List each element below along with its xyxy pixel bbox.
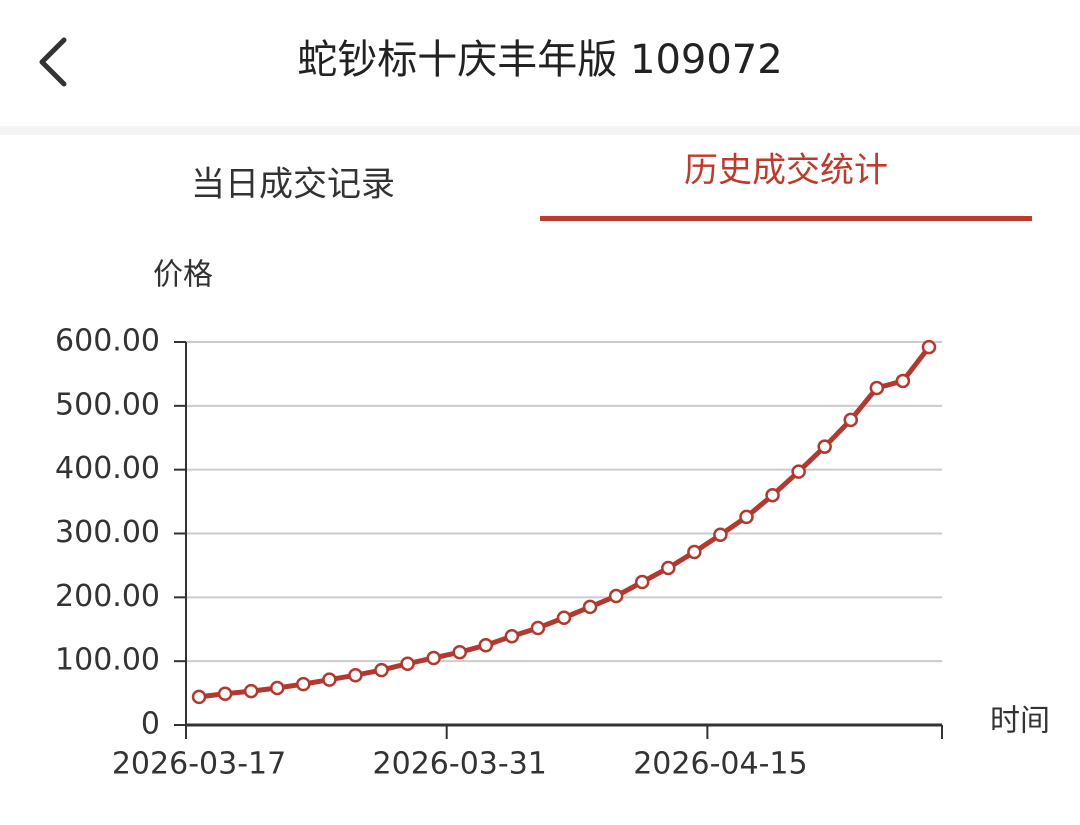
point xyxy=(322,672,337,687)
tab-underline xyxy=(540,216,1032,221)
point xyxy=(843,412,859,428)
point xyxy=(634,574,650,590)
x-axis-title: 时间 xyxy=(990,704,1050,739)
point xyxy=(191,689,207,705)
tab[interactable]: 当日成交记录 xyxy=(191,165,395,205)
point xyxy=(556,610,572,626)
point xyxy=(374,662,389,678)
x-tick-label: 2026-04-15 xyxy=(633,747,807,782)
point xyxy=(713,527,728,543)
point xyxy=(348,667,363,683)
y-tick-label: 300.00 xyxy=(55,515,160,550)
point xyxy=(608,588,624,604)
point xyxy=(869,380,885,396)
y-tick-label: 200.00 xyxy=(55,579,160,614)
point xyxy=(791,464,806,479)
point xyxy=(739,509,754,525)
point xyxy=(478,637,494,653)
back-button[interactable] xyxy=(39,37,67,87)
x-tick-label: 2026-03-17 xyxy=(112,747,286,782)
point xyxy=(765,487,780,503)
y-tick-label: 100.00 xyxy=(55,643,160,678)
point xyxy=(452,644,467,660)
point xyxy=(921,339,937,355)
y-tick-label: 0 xyxy=(141,707,160,742)
y-tick-label: 600.00 xyxy=(55,324,160,359)
point xyxy=(817,439,832,454)
x-tick-label: 2026-03-31 xyxy=(373,747,547,782)
point xyxy=(217,686,233,701)
point xyxy=(269,680,285,696)
point xyxy=(426,650,441,666)
y-tick-label: 500.00 xyxy=(55,387,160,422)
point xyxy=(582,599,598,615)
y-axis-title: 价格 xyxy=(153,258,213,293)
point xyxy=(504,629,520,644)
point xyxy=(400,656,415,671)
point xyxy=(687,544,702,560)
tab-active[interactable]: 历史成交统计 xyxy=(684,151,888,191)
point xyxy=(243,683,259,699)
page-title: 蛇钞标十庆丰年版 109072 xyxy=(297,37,782,83)
separator xyxy=(0,126,1080,135)
point xyxy=(296,676,311,692)
point xyxy=(530,620,546,636)
point xyxy=(895,373,911,389)
point xyxy=(661,560,676,576)
y-tick-label: 400.00 xyxy=(55,451,160,486)
